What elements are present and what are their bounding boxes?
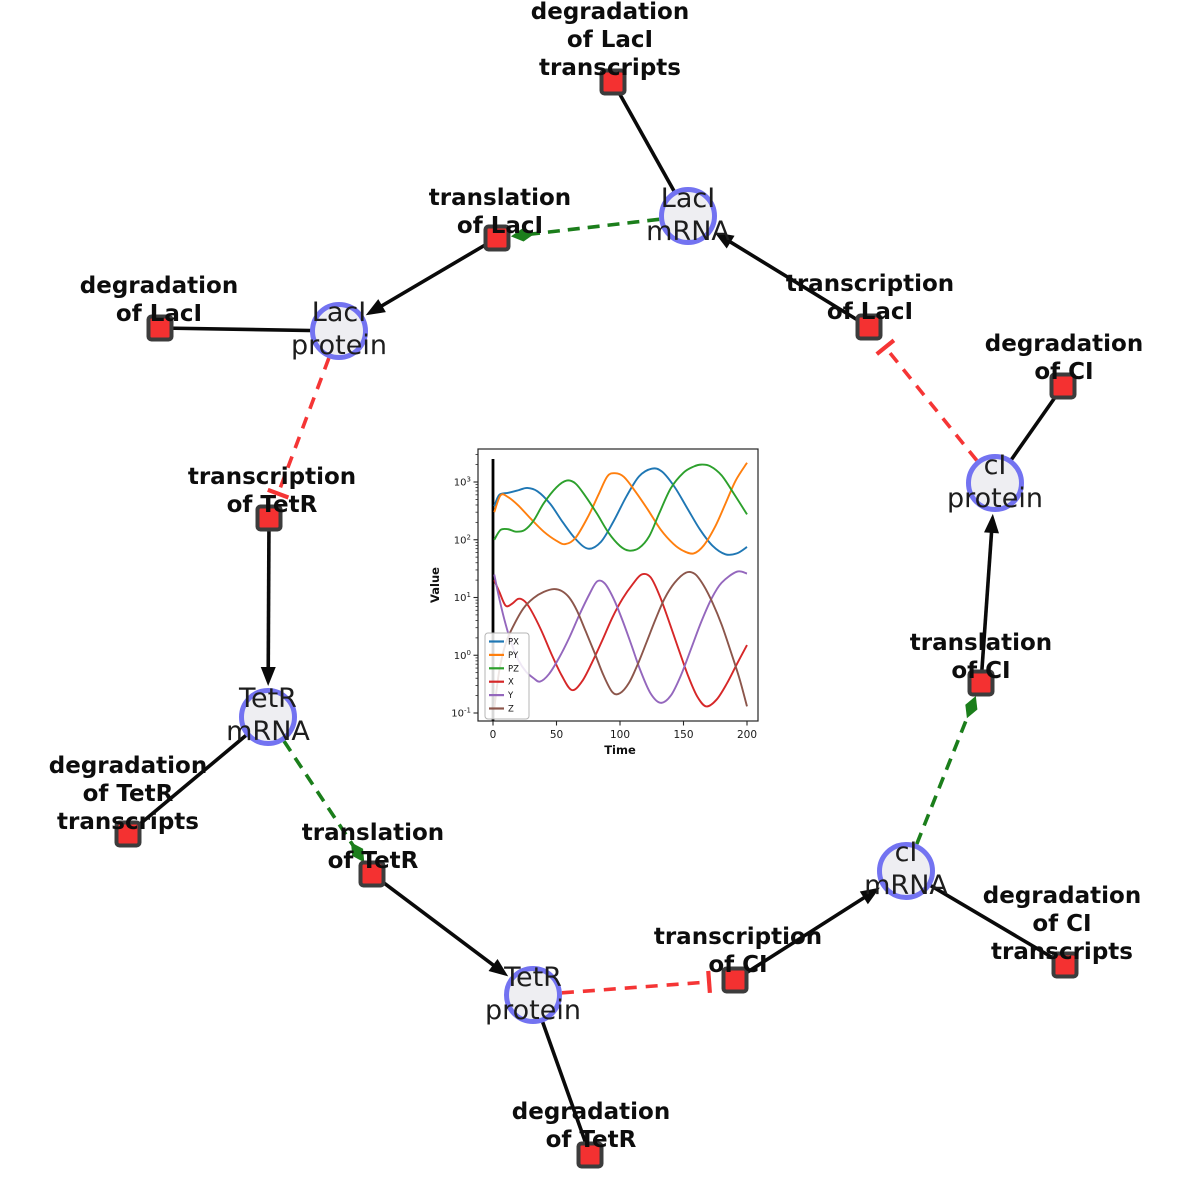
edge-reactant-tetr-mrna-to-deg-tetr-transcripts: [126, 715, 270, 836]
series-X: [493, 572, 748, 708]
edge-product-translation-tetr-to-tetr-protein: [370, 872, 509, 977]
edge-reactant-laci-protein-to-deg-laci: [159, 326, 340, 333]
reaction-node-translation-ci[interactable]: [967, 669, 995, 697]
species-node-tetr-mrna[interactable]: [239, 688, 297, 746]
reaction-node-transcription-tetr[interactable]: [255, 504, 283, 532]
chart-xlabel: Time: [604, 743, 636, 757]
reaction-node-transcription-laci[interactable]: [855, 313, 883, 341]
series-PX: [493, 467, 748, 556]
label-transcription-laci: transcription of LacI: [785, 270, 955, 325]
label-deg-laci: degradation of LacI: [79, 272, 239, 327]
svg-text:PX: PX: [508, 638, 519, 648]
reaction-node-deg-ci-transcripts[interactable]: [1051, 951, 1079, 979]
svg-text:Y: Y: [507, 691, 514, 701]
series-PZ: [493, 463, 748, 552]
edge-modifier-laci-mrna-to-translation-laci: [510, 217, 660, 242]
label-translation-laci: translation of LacI: [428, 184, 572, 239]
species-node-laci-protein[interactable]: [310, 302, 368, 360]
label-transcription-ci: transcription of CI: [653, 923, 823, 978]
label-tetr-mrna: TetR mRNA: [226, 683, 310, 747]
svg-text:PY: PY: [508, 651, 519, 661]
reaction-node-transcription-ci[interactable]: [721, 966, 749, 994]
reaction-node-translation-tetr[interactable]: [358, 860, 386, 888]
label-laci-mrna: LacI mRNA: [646, 183, 730, 247]
chart-legend: PX PY PZ XYZ: [484, 632, 530, 720]
species-node-ci-protein[interactable]: [966, 454, 1024, 512]
edge-product-transcription-ci-to-ci-mrna: [734, 887, 880, 982]
edge-inhibition-laci-protein-to-transcription-tetr: [267, 357, 331, 500]
label-deg-ci-transcripts: degradation of CI transcripts: [982, 882, 1142, 966]
label-laci-protein: LacI protein: [291, 297, 387, 361]
svg-text:150: 150: [673, 729, 693, 741]
label-tetr-protein: TetR protein: [485, 962, 581, 1026]
reaction-node-deg-tetr-transcripts[interactable]: [114, 820, 142, 848]
reaction-node-deg-laci[interactable]: [146, 314, 174, 342]
svg-text:200: 200: [737, 729, 757, 741]
species-node-laci-mrna[interactable]: [659, 187, 717, 245]
label-translation-tetr: translation of TetR: [301, 819, 445, 874]
svg-text:0: 0: [490, 729, 497, 741]
edge-modifier-ci-mrna-to-translation-ci: [915, 696, 978, 845]
reaction-node-deg-laci-transcripts[interactable]: [599, 68, 627, 96]
chart-ylabel: Value: [430, 567, 442, 603]
label-translation-ci: translation of CI: [909, 629, 1053, 684]
svg-text:Z: Z: [508, 705, 514, 715]
reaction-node-translation-laci[interactable]: [483, 224, 511, 252]
edge-product-transcription-laci-to-laci-mrna: [714, 232, 870, 329]
label-deg-tetr: degradation of TetR: [511, 1098, 671, 1153]
label-transcription-tetr: transcription of TetR: [187, 463, 357, 518]
series-PY: [493, 462, 748, 555]
series-Z: [493, 570, 748, 709]
label-ci-protein: cI protein: [947, 450, 1043, 514]
label-deg-tetr-transcripts: degradation of TetR transcripts: [48, 752, 208, 836]
edge-inhibition-tetr-protein-to-transcription-ci: [561, 970, 712, 995]
reaction-node-deg-ci[interactable]: [1049, 372, 1077, 400]
edge-modifier-tetr-mrna-to-translation-tetr: [282, 740, 365, 863]
species-node-tetr-protein[interactable]: [504, 966, 562, 1024]
species-node-ci-mrna[interactable]: [877, 842, 935, 900]
label-deg-laci-transcripts: degradation of LacI transcripts: [530, 0, 690, 82]
label-deg-ci: degradation of CI: [984, 330, 1144, 385]
svg-text:PZ: PZ: [508, 664, 519, 674]
reaction-node-deg-tetr[interactable]: [576, 1141, 604, 1169]
edge-product-translation-laci-to-laci-protein: [365, 236, 498, 316]
svg-text:50: 50: [550, 729, 563, 741]
edge-inhibition-ci-protein-to-transcription-laci: [875, 338, 979, 462]
edge-product-transcription-tetr-to-tetr-mrna: [260, 517, 276, 687]
edge-product-translation-ci-to-ci-protein: [979, 513, 999, 684]
svg-text:X: X: [508, 678, 514, 688]
svg-text:100: 100: [610, 729, 630, 741]
label-ci-mrna: cI mRNA: [864, 837, 948, 901]
edge-reactant-ci-mrna-to-deg-ci-transcripts: [905, 869, 1066, 967]
